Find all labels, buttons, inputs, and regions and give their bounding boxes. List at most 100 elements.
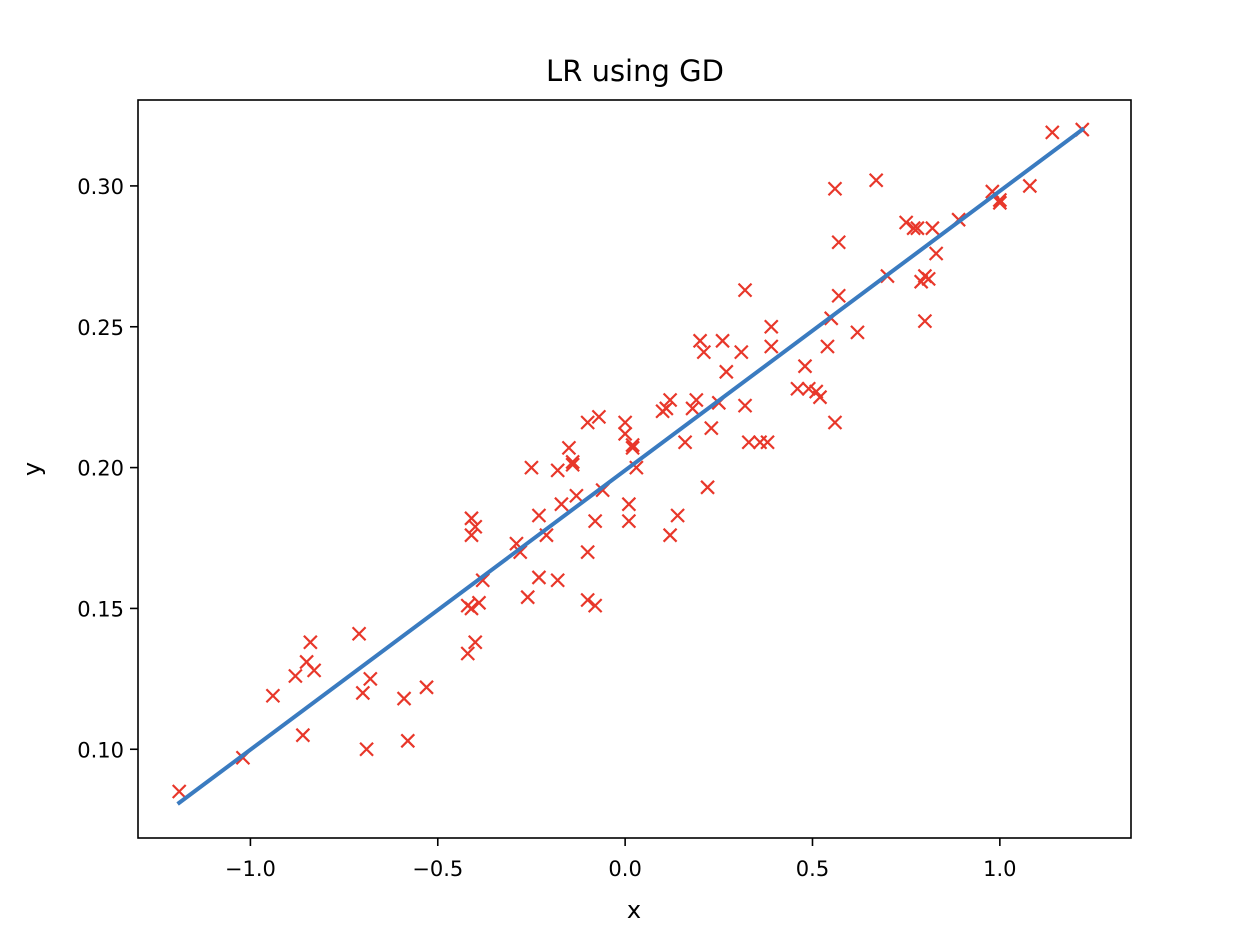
data-point-marker [992, 195, 1008, 211]
data-point-marker [704, 420, 719, 436]
data-point-marker [591, 409, 607, 425]
data-point-marker [831, 234, 846, 250]
data-point-marker [925, 220, 940, 236]
data-point-marker [1045, 125, 1060, 140]
data-point-marker [565, 457, 580, 473]
data-point-marker [396, 691, 412, 706]
data-point-marker [692, 333, 708, 349]
data-point-marker [621, 513, 637, 529]
data-point-marker [910, 220, 925, 236]
y-tick-label: 0.30 [77, 175, 124, 199]
x-tick-label: −0.5 [412, 857, 463, 881]
x-axis-label: x [627, 896, 641, 924]
data-point-marker [741, 434, 757, 450]
plot-area [171, 122, 1090, 806]
data-point-marker [617, 415, 633, 430]
data-point-marker [827, 415, 843, 430]
data-point-marker [790, 381, 805, 396]
data-point-marker [464, 601, 479, 616]
y-axis-label: y [18, 462, 46, 476]
x-tick-label: 0.0 [608, 857, 641, 881]
data-point-marker [351, 626, 367, 642]
data-point-marker [400, 733, 416, 749]
data-point-marker [621, 496, 637, 512]
data-point-marker [662, 392, 678, 408]
data-point-marker [898, 215, 914, 230]
data-point-marker [831, 288, 846, 304]
data-point-marker [752, 434, 768, 450]
data-point-marker [689, 392, 704, 408]
data-point-marker [917, 313, 933, 329]
data-point-marker [359, 741, 374, 757]
data-point-marker [561, 440, 577, 456]
data-point-marker [928, 246, 944, 261]
data-point-marker [696, 344, 712, 360]
data-point-marker [471, 595, 487, 611]
data-point-marker [419, 680, 434, 695]
data-point-marker [625, 440, 640, 456]
data-point-marker [737, 282, 753, 298]
data-point-marker [580, 415, 595, 430]
data-point-marker [659, 401, 674, 416]
data-point-marker [617, 426, 633, 442]
data-point-marker [737, 398, 753, 413]
data-point-marker [355, 685, 371, 701]
y-tick-label: 0.25 [77, 316, 124, 340]
data-point-marker [171, 784, 187, 799]
y-axis: 0.10 0.15 0.20 0.25 0.30 [77, 175, 138, 762]
data-point-marker [288, 668, 303, 684]
data-point-marker [363, 671, 378, 687]
data-point-marker [464, 511, 479, 526]
data-point-marker [921, 271, 936, 287]
x-tick-label: 1.0 [983, 857, 1016, 881]
data-point-marker [827, 181, 843, 197]
data-point-marker [850, 325, 865, 340]
data-point-marker [906, 220, 921, 236]
data-point-marker [265, 688, 281, 704]
data-point-marker [763, 319, 779, 335]
data-point-marker [531, 508, 547, 523]
data-point-marker [812, 389, 828, 405]
data-point-marker [464, 527, 479, 543]
data-point-marker [554, 496, 569, 512]
plot-frame [137, 99, 1132, 839]
data-point-marker [303, 634, 318, 650]
data-point-marker [734, 344, 749, 360]
data-point-marker [306, 663, 322, 678]
x-tick-label: −1.0 [225, 857, 276, 881]
x-axis: −1.0 −0.5 0.0 0.5 1.0 [225, 838, 1017, 881]
data-point-marker [580, 544, 595, 560]
data-point-marker [475, 572, 491, 588]
data-point-marker [801, 381, 817, 396]
data-point-marker [760, 434, 775, 450]
data-point-marker [460, 646, 476, 661]
data-point-marker [868, 173, 884, 188]
data-point-marker [550, 572, 565, 588]
data-point-marker [700, 480, 715, 495]
data-point-marker [715, 333, 730, 349]
data-point-marker [295, 727, 311, 743]
x-tick-label: 0.5 [796, 857, 829, 881]
regression-line [176, 126, 1086, 806]
y-tick-label: 0.20 [77, 457, 124, 481]
data-point-marker [467, 634, 483, 650]
data-point-marker [797, 358, 813, 374]
data-point-marker [685, 401, 700, 416]
data-point-marker [677, 434, 693, 450]
data-point-marker [719, 364, 734, 380]
data-point-marker [587, 513, 603, 529]
y-tick-label: 0.15 [77, 597, 124, 621]
data-point-marker [569, 488, 584, 504]
scatter-series [171, 122, 1090, 799]
data-point-marker [763, 339, 779, 354]
data-point-marker [1022, 178, 1038, 194]
data-point-marker [520, 589, 535, 605]
data-point-marker [587, 598, 603, 613]
data-point-marker [550, 463, 565, 478]
data-point-marker [531, 570, 547, 585]
data-point-marker [524, 460, 539, 475]
y-tick-label: 0.10 [77, 738, 124, 762]
data-point-marker [670, 508, 685, 523]
chart-title: LR using GD [546, 54, 724, 88]
